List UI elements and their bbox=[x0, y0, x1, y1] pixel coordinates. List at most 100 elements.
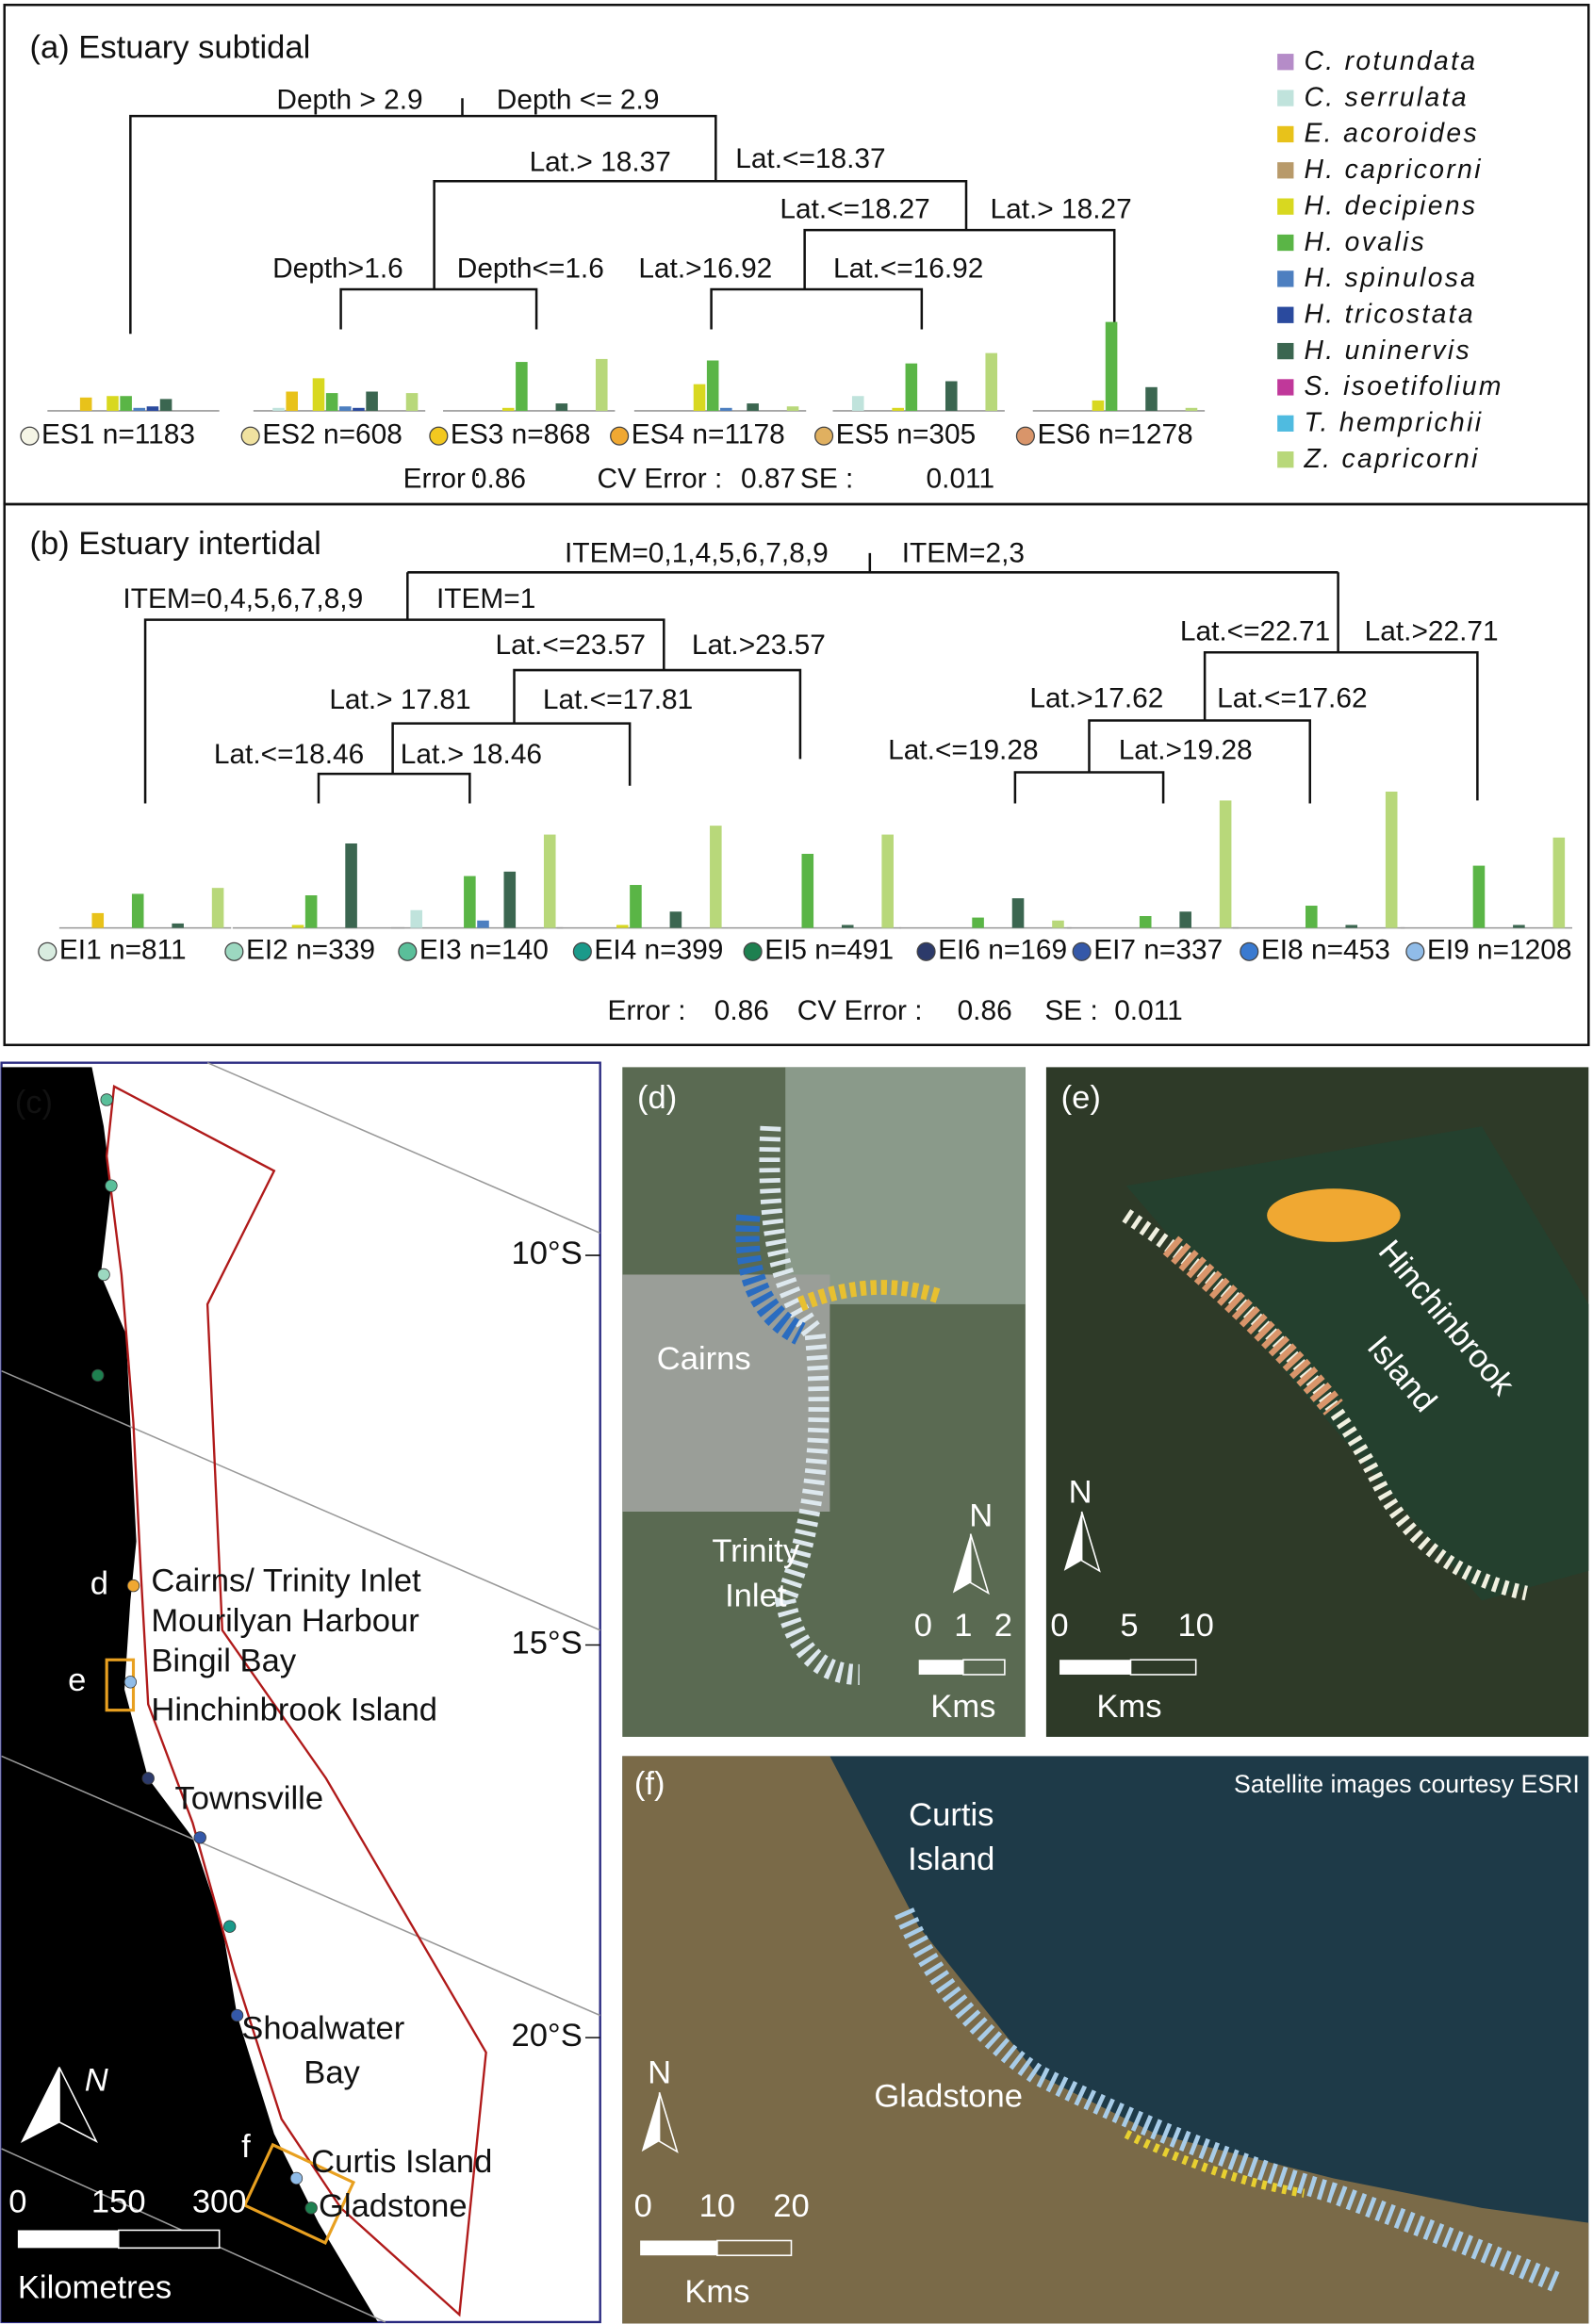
bar bbox=[669, 911, 682, 928]
bar bbox=[503, 871, 517, 928]
legend-entry: S. isoetifolium bbox=[1304, 370, 1503, 401]
split-label: Lat.> 18.37 bbox=[530, 146, 671, 177]
scale-label: 10 bbox=[1177, 1608, 1213, 1644]
leaf-label: EI2 n=339 bbox=[246, 935, 375, 966]
bar bbox=[851, 396, 864, 411]
lat-label: 10°S bbox=[511, 1236, 582, 1271]
place-label: Shoalwater bbox=[241, 2010, 404, 2046]
scale-bar bbox=[1129, 1659, 1197, 1676]
image-credit: Satellite images courtesy ESRI bbox=[1234, 1770, 1580, 1798]
stat-label: Error : bbox=[403, 464, 482, 495]
bar bbox=[1306, 906, 1318, 928]
legend-entry: H. capricorni bbox=[1304, 154, 1482, 184]
bar bbox=[786, 406, 799, 411]
scale-label: 2 bbox=[994, 1608, 1012, 1644]
inset-label: e bbox=[68, 1662, 86, 1698]
split-label: Lat.>17.62 bbox=[1029, 682, 1163, 713]
panel-title: (b) Estuary intertidal bbox=[29, 526, 320, 562]
split-label: Depth<=1.6 bbox=[457, 253, 604, 284]
bar bbox=[1105, 321, 1118, 411]
leaf-label: EI9 n=1208 bbox=[1427, 935, 1572, 966]
bar bbox=[345, 843, 357, 928]
split-label: Depth>1.6 bbox=[272, 253, 403, 284]
bar bbox=[841, 925, 854, 928]
scale-label: 300 bbox=[192, 2184, 247, 2219]
leaf-label: ES3 n=868 bbox=[451, 419, 591, 450]
legend-swatch bbox=[1277, 451, 1294, 468]
island bbox=[1125, 1126, 1589, 1601]
bar bbox=[304, 895, 318, 928]
sea bbox=[785, 1067, 1026, 1304]
stat-value: 0.011 bbox=[927, 464, 995, 495]
legend-swatch bbox=[1277, 379, 1294, 396]
scale-label: 10 bbox=[699, 2188, 735, 2224]
bar bbox=[172, 923, 184, 928]
legend-swatch bbox=[1277, 90, 1294, 106]
scale-label: 0 bbox=[634, 2188, 652, 2224]
leaf-marker bbox=[429, 426, 449, 446]
stat-value: 0.86 bbox=[714, 995, 769, 1026]
leaf-marker bbox=[20, 426, 40, 446]
leaf-label: ES4 n=1178 bbox=[632, 419, 785, 450]
leaf-marker bbox=[398, 941, 418, 961]
panel-e bbox=[1045, 1067, 1589, 1737]
scale-unit: Kms bbox=[1096, 1689, 1161, 1725]
bar bbox=[107, 396, 119, 411]
legend-swatch bbox=[1277, 54, 1294, 71]
leaf-label: EI3 n=140 bbox=[419, 935, 549, 966]
panel-title: (a) Estuary subtidal bbox=[29, 29, 310, 65]
bar bbox=[706, 360, 719, 411]
leaf-marker bbox=[1405, 941, 1425, 961]
scale-label: 150 bbox=[91, 2184, 146, 2219]
legend-swatch bbox=[1277, 234, 1294, 252]
tree-a bbox=[129, 98, 1116, 335]
stat-label: SE : bbox=[1044, 995, 1097, 1026]
leaf-marker bbox=[1015, 426, 1035, 446]
leaf-label: ES1 n=1183 bbox=[41, 419, 195, 450]
stat-value: 0.86 bbox=[471, 464, 526, 495]
bar bbox=[1552, 837, 1566, 928]
north-arrow bbox=[969, 1533, 990, 1596]
panel-label: (f) bbox=[634, 1766, 665, 1802]
scale-bar bbox=[918, 1660, 963, 1675]
bar bbox=[1092, 400, 1105, 411]
site-dots bbox=[735, 1214, 806, 1345]
bar bbox=[905, 363, 918, 411]
north-arrow bbox=[641, 2092, 660, 2152]
leaf-label: EI5 n=491 bbox=[764, 935, 894, 966]
leaf-marker bbox=[224, 941, 244, 961]
lat-label: 20°S bbox=[511, 2018, 582, 2054]
panel-c bbox=[0, 1061, 601, 2324]
legend-entry: H. spinulosa bbox=[1304, 262, 1477, 292]
leaf-label: EI6 n=169 bbox=[938, 935, 1067, 966]
site-dots bbox=[894, 1907, 1561, 2292]
stat-value: 0.011 bbox=[1114, 995, 1183, 1026]
leaf-marker bbox=[743, 941, 763, 961]
bar bbox=[747, 403, 759, 411]
bar bbox=[555, 403, 568, 411]
bar bbox=[1513, 925, 1525, 928]
panel-label: (e) bbox=[1061, 1080, 1101, 1116]
split-label: Lat.>19.28 bbox=[1119, 734, 1253, 765]
scale-bar bbox=[117, 2229, 221, 2250]
marine-park-boundary bbox=[106, 1084, 487, 2317]
north-arrow bbox=[1063, 1512, 1082, 1571]
legend-entry: H. decipiens bbox=[1304, 189, 1477, 220]
scale-bar bbox=[962, 1659, 1006, 1676]
site-dots bbox=[1124, 2130, 1306, 2198]
split-label: Lat.<=17.62 bbox=[1217, 682, 1367, 713]
bar bbox=[291, 925, 304, 928]
bar bbox=[91, 912, 105, 928]
bar bbox=[543, 834, 556, 928]
lat-label: 15°S bbox=[511, 1626, 582, 1661]
split-label: Lat.>16.92 bbox=[638, 253, 772, 284]
legend-swatch bbox=[1277, 162, 1294, 179]
bar bbox=[272, 407, 285, 411]
tree-b bbox=[143, 552, 1479, 804]
leaf-marker bbox=[240, 426, 260, 446]
bar bbox=[1052, 920, 1064, 928]
split-label: Lat.<=18.27 bbox=[780, 194, 929, 225]
bar bbox=[286, 391, 298, 411]
inset-box bbox=[242, 2142, 356, 2245]
split-label: Lat.<=23.57 bbox=[496, 630, 646, 661]
